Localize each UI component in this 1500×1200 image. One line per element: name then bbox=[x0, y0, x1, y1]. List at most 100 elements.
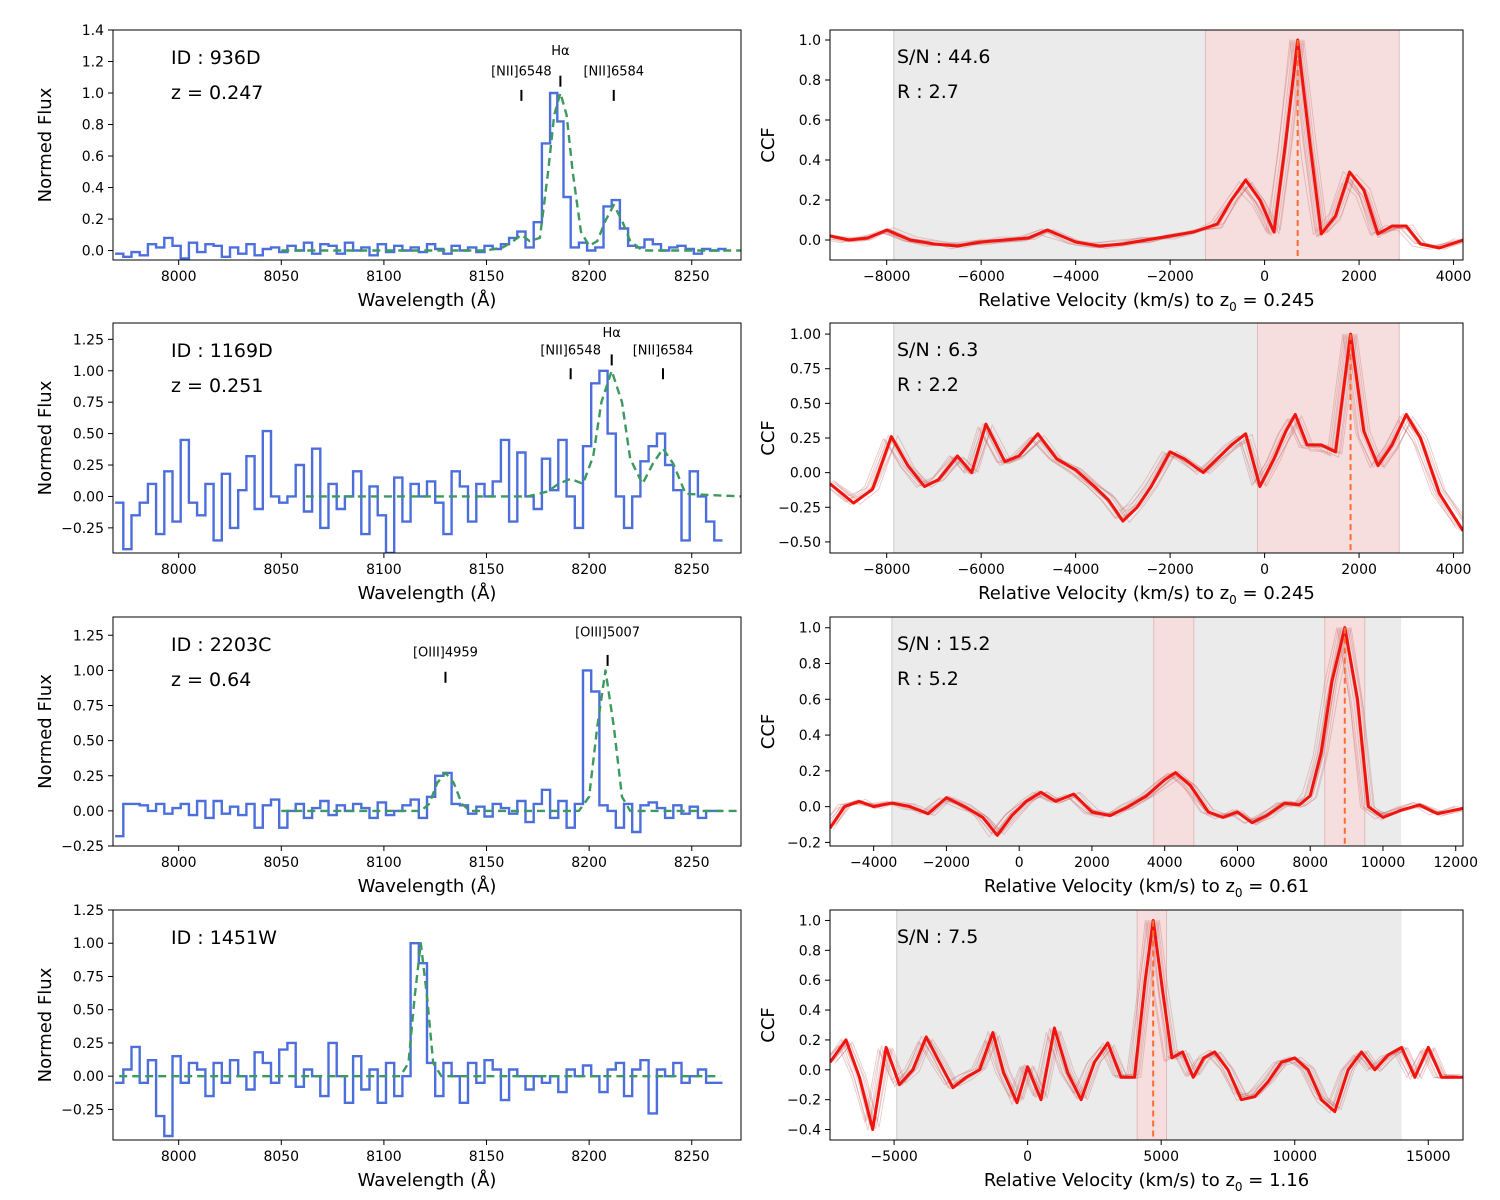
x-tick-label: 8150 bbox=[469, 855, 505, 871]
x-tick-label: 8050 bbox=[263, 1149, 299, 1165]
x-tick-label: 8150 bbox=[469, 269, 505, 285]
y-axis-title: Normed Flux bbox=[35, 87, 56, 202]
x-tick-label: 8250 bbox=[674, 855, 710, 871]
y-tick-label: 0.8 bbox=[82, 118, 104, 134]
model-fit-line bbox=[119, 942, 721, 1078]
ccf-template-curve bbox=[835, 920, 1463, 1128]
x-tick-label: 4000 bbox=[1147, 855, 1183, 871]
ccf-series-line bbox=[830, 919, 1463, 1131]
y-tick-label: 1.00 bbox=[73, 936, 104, 952]
ccf-template-curve bbox=[831, 39, 1463, 249]
x-tick-label: 2000 bbox=[1341, 562, 1377, 578]
axes-frame bbox=[829, 909, 1464, 1141]
panel-spectrum-1169D: 8000 8050 8100 8150 8200 8250 −0.25 0.00 0.25 0.5… bbox=[35, 322, 742, 604]
model-fit-line bbox=[305, 369, 741, 498]
redshift-label: z = 0.247 bbox=[171, 82, 263, 104]
panel-spectrum-2203C: 8000 8050 8100 8150 8200 8250 −0.25 0.00 0.25 0.5… bbox=[35, 616, 742, 897]
signal-to-noise-label: S/N : 15.2 bbox=[897, 633, 990, 655]
y-tick-label: 0.8 bbox=[799, 73, 821, 89]
y-tick-label: 0.2 bbox=[82, 212, 104, 228]
y-tick-label: 0.6 bbox=[799, 692, 821, 708]
y-tick-label: 1.0 bbox=[82, 86, 104, 102]
x-tick-label: 2000 bbox=[1341, 269, 1377, 285]
x-tick-label: 8250 bbox=[674, 562, 710, 578]
y-tick-label: 1.0 bbox=[799, 913, 821, 929]
y-tick-label: −0.2 bbox=[787, 835, 821, 851]
y-tick-label: 1.25 bbox=[73, 903, 104, 919]
emission-line-label: [OIII]5007 bbox=[575, 626, 640, 641]
y-tick-label: 0.6 bbox=[799, 113, 821, 129]
axes-frame bbox=[112, 322, 742, 554]
x-tick-label: −6000 bbox=[957, 562, 1004, 578]
y-axis-title: CCF bbox=[758, 420, 779, 456]
r-value-label: R : 2.7 bbox=[897, 81, 959, 103]
x-tick-label: −8000 bbox=[863, 269, 910, 285]
x-tick-label: 8200 bbox=[571, 855, 607, 871]
x-axis-title-redshift: = 1.16 bbox=[1243, 1170, 1310, 1191]
object-id-label: ID : 2203C bbox=[171, 634, 271, 656]
x-tick-label: 8050 bbox=[263, 855, 299, 871]
signal-to-noise-label: S/N : 6.3 bbox=[897, 339, 978, 361]
peak-window-band bbox=[1257, 323, 1400, 553]
x-tick-label: −6000 bbox=[957, 269, 1004, 285]
spectrum-step-line bbox=[115, 91, 727, 260]
x-tick-label: 8250 bbox=[674, 269, 710, 285]
y-tick-label: 0.25 bbox=[73, 1036, 104, 1052]
ccf-series-line bbox=[830, 332, 1463, 532]
x-tick-label: 8000 bbox=[1292, 855, 1328, 871]
x-tick-label: 4000 bbox=[1436, 269, 1472, 285]
ccf-template-curve bbox=[832, 627, 1463, 835]
axes-frame bbox=[829, 29, 1464, 261]
y-axis-title: Normed Flux bbox=[35, 674, 56, 789]
ccf-template-curve bbox=[832, 333, 1463, 516]
x-tick-label: 0 bbox=[1260, 269, 1269, 285]
ccf-template-curve bbox=[830, 333, 1461, 531]
x-tick-label: 12000 bbox=[1433, 855, 1478, 871]
x-tick-label: 8000 bbox=[161, 1149, 197, 1165]
y-tick-label: −0.25 bbox=[61, 521, 104, 537]
axes-frame bbox=[112, 909, 742, 1141]
ccf-template-curve bbox=[835, 333, 1463, 523]
x-tick-label: 0 bbox=[1015, 855, 1024, 871]
model-fit-line bbox=[281, 669, 741, 813]
y-axis-title: CCF bbox=[758, 1007, 779, 1043]
x-tick-label: −8000 bbox=[863, 562, 910, 578]
y-tick-label: 0.00 bbox=[73, 489, 104, 505]
x-tick-label: 8150 bbox=[469, 1149, 505, 1165]
plot-area bbox=[830, 617, 1463, 846]
x-axis-title: Wavelength (Å) bbox=[358, 289, 497, 311]
y-tick-label: −0.50 bbox=[778, 535, 821, 551]
x-tick-label: 15000 bbox=[1406, 1149, 1451, 1165]
r-value-label: R : 5.2 bbox=[897, 668, 959, 690]
x-tick-label: 8100 bbox=[366, 562, 402, 578]
panel-spectrum-936D: 8000 8050 8100 8150 8200 8250 0.0 0.2 0.4 0.6 0.8 1… bbox=[35, 23, 742, 311]
signal-to-noise-label: S/N : 44.6 bbox=[897, 46, 990, 68]
y-tick-label: 0.4 bbox=[82, 181, 104, 197]
peak-window-band bbox=[1137, 910, 1167, 1140]
panel-ccf-936D: −8000 −6000 −4000 −2000 0 2000 4000 0.0 0.2 0.4 0.… bbox=[758, 29, 1472, 314]
x-axis-title: Wavelength (Å) bbox=[358, 1169, 497, 1191]
y-tick-label: 0.25 bbox=[73, 769, 104, 785]
ccf-template-curve bbox=[830, 627, 1457, 835]
y-tick-label: 0.75 bbox=[73, 395, 104, 411]
x-axis-title-subscript: 0 bbox=[1235, 1180, 1243, 1194]
y-tick-label: 0.0 bbox=[799, 233, 821, 249]
emission-line-label: [NII]6548 bbox=[540, 343, 601, 358]
model-fit-line bbox=[281, 91, 741, 252]
x-tick-label: 8000 bbox=[161, 855, 197, 871]
plot-area bbox=[830, 30, 1463, 260]
x-tick-label: 8200 bbox=[571, 269, 607, 285]
x-axis-title-redshift: = 0.245 bbox=[1237, 583, 1315, 604]
y-tick-label: 0.4 bbox=[799, 153, 821, 169]
y-tick-label: 1.00 bbox=[790, 327, 821, 343]
y-tick-label: 0.00 bbox=[790, 466, 821, 482]
axes-frame bbox=[112, 616, 742, 847]
ccf-template-curve bbox=[830, 627, 1456, 838]
spectrum-step-line bbox=[115, 942, 723, 1138]
x-tick-label: −2000 bbox=[1146, 269, 1193, 285]
ccf-template-curve bbox=[830, 920, 1457, 1122]
y-tick-label: −0.25 bbox=[778, 500, 821, 516]
y-tick-label: 1.00 bbox=[73, 663, 104, 679]
x-tick-label: 8050 bbox=[263, 269, 299, 285]
